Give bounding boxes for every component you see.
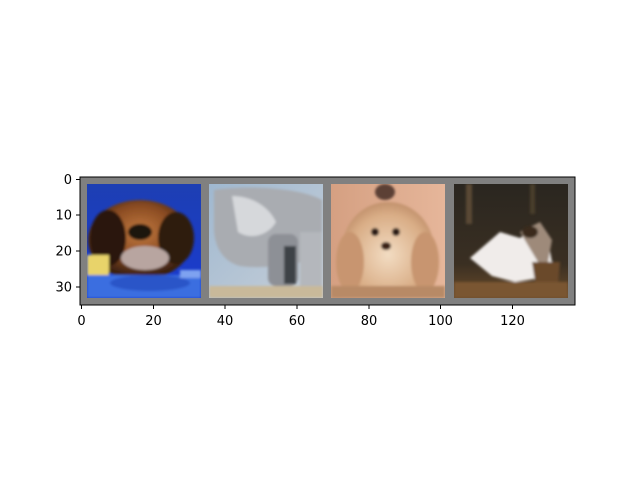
x-tick-label: 0 [77, 314, 85, 329]
x-tick-label: 80 [361, 314, 378, 329]
x-tick-0: 0 [77, 305, 86, 329]
y-tick-label: 20 [55, 245, 72, 260]
y-tick-label: 30 [55, 281, 72, 296]
x-tick-label: 40 [217, 314, 234, 329]
y-axis: 0 10 20 30 [55, 173, 80, 296]
x-tick-80: 80 [361, 305, 378, 329]
x-tick-100: 100 [428, 305, 453, 329]
x-tick-label: 100 [428, 314, 453, 329]
x-tick-40: 40 [217, 305, 234, 329]
x-tick-20: 20 [145, 305, 162, 329]
x-tick-label: 120 [500, 314, 525, 329]
x-tick-60: 60 [289, 305, 306, 329]
y-tick-20: 20 [55, 245, 80, 260]
image-tile-4 [454, 184, 568, 298]
y-tick-0: 0 [64, 173, 80, 188]
y-tick-10: 10 [55, 209, 80, 224]
image-grid [80, 177, 575, 305]
x-tick-label: 20 [145, 314, 162, 329]
image-tile-2 [209, 184, 323, 298]
axes-frame [79, 176, 576, 306]
x-tick-label: 60 [289, 314, 306, 329]
image-tile-3 [331, 184, 445, 298]
x-tick-120: 120 [500, 305, 525, 329]
y-tick-label: 0 [64, 173, 72, 188]
x-axis: 0 20 40 60 80 100 [77, 305, 525, 329]
y-tick-label: 10 [55, 209, 72, 224]
y-tick-30: 30 [55, 281, 80, 296]
image-tile-1 [87, 184, 201, 298]
axes: 0 20 40 60 80 100 [55, 173, 576, 329]
